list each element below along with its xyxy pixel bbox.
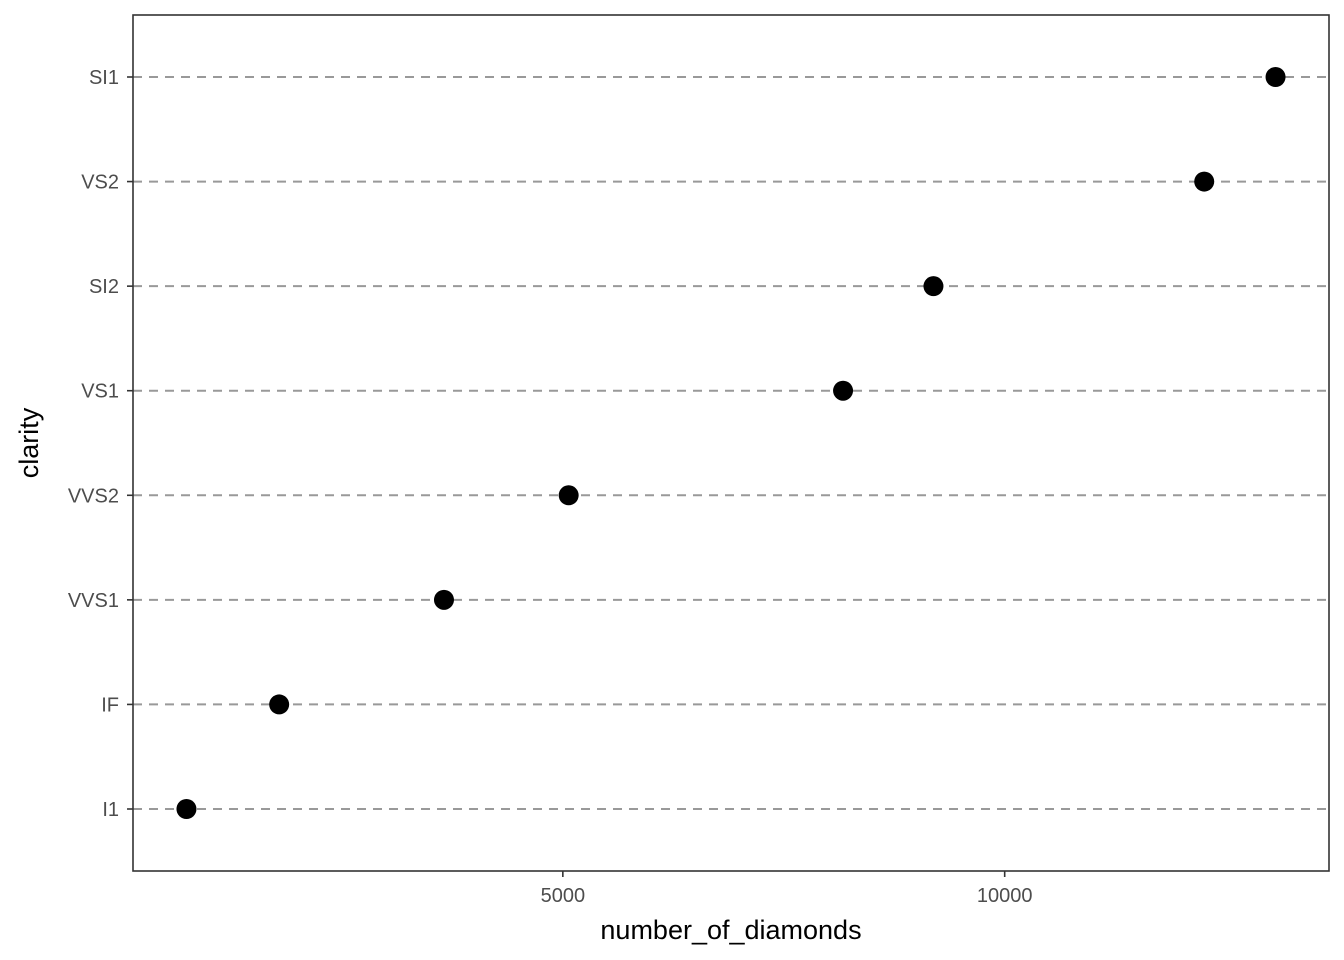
point-si1 [1265,67,1286,87]
x-tick-label-5000: 5000 [541,885,586,907]
x-axis-title: number_of_diamonds [600,915,861,945]
point-vvs2 [558,485,579,506]
point-vs2 [1194,171,1215,192]
plot-panel-border [132,14,1330,872]
point-vs1 [833,380,854,401]
point-i1 [176,799,197,819]
y-tick-label-i1: I1 [102,799,119,821]
point-if [269,694,290,715]
y-tick-label-vvs1: VVS1 [68,590,119,612]
y-tick-label-vs2: VS2 [81,172,119,194]
data-points [176,67,1286,819]
y-tick-label-vvs2: VVS2 [68,485,119,507]
gridlines [133,76,1329,810]
y-tick-label-si2: SI2 [89,276,119,298]
y-tick-label-if: IF [101,694,119,716]
y-tick-label-vs1: VS1 [81,381,119,403]
point-vvs1 [433,589,454,610]
y-axis-title: clarity [14,407,44,478]
x-axis: 5000 10000 [541,871,1033,907]
point-si2 [923,276,944,297]
x-tick-label-10000: 10000 [977,885,1033,907]
y-axis: I1 IF VVS1 VVS2 VS1 SI2 VS2 SI1 [68,67,133,821]
y-tick-label-si1: SI1 [89,67,119,89]
